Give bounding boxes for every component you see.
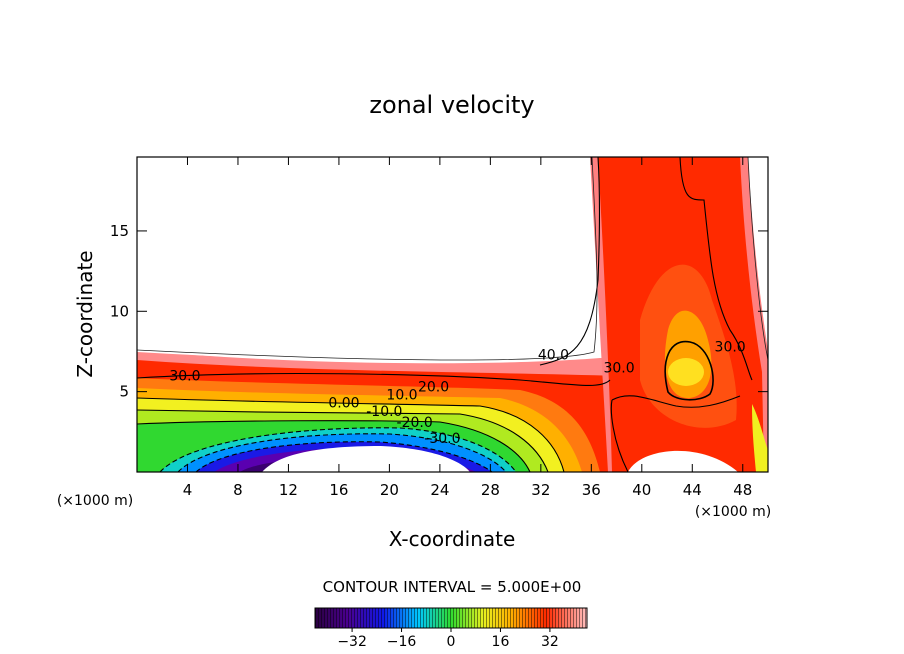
x-tick-label: 24 <box>430 481 449 499</box>
x-tick-label: 48 <box>733 481 752 499</box>
nodata-region-bottom-left <box>262 446 470 472</box>
contour-line-30-right <box>679 157 753 381</box>
colorbar-tick-label: −32 <box>337 634 367 650</box>
contour-line-secondary-right <box>747 157 768 361</box>
fill-vjet-peak <box>668 358 704 386</box>
contour-labels: 40.0 30.0 20.010.0 0.00 -10.0-20.0-30.0 30.0 3… <box>169 339 745 447</box>
contour-line-40-peak <box>664 340 714 401</box>
contour-line-10 <box>137 409 549 472</box>
colorbar: −32 −16 0 16 32 <box>314 607 588 650</box>
contour-label: 30.0 <box>715 339 746 355</box>
colorbar-tick-label: 16 <box>492 634 510 650</box>
colorbar-ticks: −32 −16 0 16 32 <box>337 628 559 650</box>
colorbar-tick-label: −16 <box>387 634 417 650</box>
x-tick-label: 20 <box>380 481 399 499</box>
contour-label: -10.0 <box>366 404 402 420</box>
x-tick-label: 8 <box>233 481 243 499</box>
x-tick-label: 4 <box>183 481 193 499</box>
x-tick-label: 36 <box>582 481 601 499</box>
x-tick-label: 12 <box>279 481 298 499</box>
chart-title: zonal velocity <box>369 91 534 119</box>
contour-label: 30.0 <box>169 368 200 384</box>
colorbar-tick-label: 0 <box>447 634 456 650</box>
colorbar-stripes <box>315 608 587 628</box>
contour-label: 10.0 <box>386 388 417 404</box>
y-axis-title: Z-coordinate <box>73 250 97 377</box>
plot-frame <box>136 156 769 473</box>
x-axis-title: X-coordinate <box>389 527 516 551</box>
colorbar-tick-label: 32 <box>541 634 559 650</box>
contour-line-neg20 <box>177 433 507 472</box>
contour-line-30-horizontal <box>137 372 611 387</box>
contour-label: 20.0 <box>418 380 449 396</box>
x-tick-label: 32 <box>531 481 550 499</box>
y-tick-label: 15 <box>110 222 129 240</box>
x-unit-label-left: (×1000 m) <box>57 493 133 509</box>
contour-label: 40.0 <box>538 348 569 364</box>
y-tick-label: 10 <box>110 302 129 320</box>
x-tick-label: 40 <box>632 481 651 499</box>
nodata-region-bottom-right <box>628 450 738 472</box>
contour-line-20 <box>137 397 565 472</box>
y-tick-label: 5 <box>119 383 129 401</box>
contour-label: 0.00 <box>328 396 359 412</box>
contour-field <box>137 157 768 472</box>
x-tick-label: 28 <box>481 481 500 499</box>
x-unit-label-right: (×1000 m) <box>695 504 771 520</box>
contour-line-neg30 <box>195 441 493 472</box>
x-tick-label: 44 <box>683 481 702 499</box>
contour-line-30-mid <box>611 395 741 408</box>
nodata-region-upper-left <box>137 157 596 363</box>
y-axis: 5 10 15 <box>110 222 768 401</box>
contour-label: -30.0 <box>424 431 460 447</box>
fill-right-edge-yellow <box>752 404 768 472</box>
contour-label: 30.0 <box>603 360 634 376</box>
x-axis: 4 8 12 16 20 24 28 32 36 40 44 48 <box>183 157 752 499</box>
contour-label: -20.0 <box>397 415 433 431</box>
x-tick-label: 16 <box>329 481 348 499</box>
contour-line-0 <box>137 420 531 472</box>
contour-line-30-lower <box>610 399 629 472</box>
contour-line-neg10 <box>159 427 517 472</box>
contour-interval-text: CONTOUR INTERVAL = 5.000E+00 <box>323 578 582 596</box>
contour-line-secondary-left <box>137 157 598 361</box>
